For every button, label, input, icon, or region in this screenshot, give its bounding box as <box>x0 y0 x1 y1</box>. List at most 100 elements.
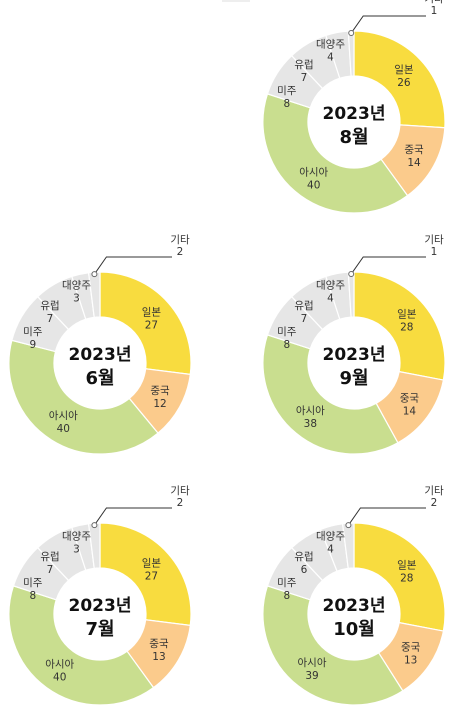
slice-name-label: 일본 <box>397 307 417 320</box>
slice-name-label: 중국 <box>404 144 424 156</box>
center-month-label: 8월 <box>339 127 368 148</box>
slice-name-label: 유럽 <box>294 299 313 312</box>
slice-name-label: 기타 <box>170 234 190 246</box>
slice-name-label: 일본 <box>142 557 162 570</box>
slice-name-label: 중국 <box>400 392 420 404</box>
center-year-label: 2023년 <box>69 596 132 616</box>
slice-value-label: 8 <box>29 590 36 602</box>
slice-value-label: 3 <box>73 293 80 305</box>
slice-name-label: 아시아 <box>45 658 74 670</box>
slice-value-label: 2 <box>431 497 438 509</box>
donut-slice <box>353 30 446 129</box>
slice-value-label: 4 <box>327 52 334 64</box>
leader-dot <box>91 271 98 278</box>
slice-value-label: 38 <box>304 418 317 430</box>
slice-name-label: 기타 <box>170 485 190 497</box>
slice-name-label: 대양주 <box>316 280 345 292</box>
slice-value-label: 27 <box>145 320 158 332</box>
slice-value-label: 28 <box>400 572 413 584</box>
slice-name-label: 일본 <box>142 306 162 319</box>
slice-name-label: 기타 <box>424 234 444 246</box>
slice-name-label: 미주 <box>277 577 297 589</box>
slice-value-label: 3 <box>73 544 80 556</box>
slice-name-label: 일본 <box>394 63 414 76</box>
slice-name-label: 유럽 <box>40 550 59 563</box>
slice-value-label: 8 <box>283 98 290 110</box>
leader-dot <box>91 522 98 529</box>
slice-name-label: 대양주 <box>316 39 345 51</box>
slice-name-label: 미주 <box>277 85 297 97</box>
slice-value-label: 14 <box>403 405 417 417</box>
leader-line <box>94 507 172 526</box>
slice-value-label: 40 <box>53 671 66 683</box>
center-month-label: 10월 <box>333 619 375 640</box>
center-year-label: 2023년 <box>323 596 386 616</box>
slice-value-label: 1 <box>431 5 438 17</box>
slice-value-label: 40 <box>307 179 320 191</box>
slice-name-label: 유럽 <box>294 58 313 71</box>
slice-value-label: 4 <box>327 293 334 305</box>
leader-line <box>348 507 426 526</box>
slice-value-label: 40 <box>57 423 70 435</box>
slice-name-label: 아시아 <box>298 657 327 669</box>
leader-line <box>350 256 426 275</box>
leader-line <box>350 15 426 34</box>
donut-slice <box>262 93 409 214</box>
slice-name-label: 미주 <box>23 577 43 589</box>
slice-value-label: 6 <box>301 564 308 576</box>
center-year-label: 2023년 <box>69 345 132 365</box>
donut-slice <box>8 585 155 706</box>
slice-name-label: 아시아 <box>299 166 328 178</box>
donut-slice <box>262 334 399 455</box>
leader-dot <box>345 522 352 529</box>
slice-value-label: 2 <box>177 246 184 258</box>
slice-name-label: 미주 <box>23 326 43 338</box>
slice-name-label: 아시아 <box>296 405 325 417</box>
leader-dot <box>348 30 355 37</box>
center-year-label: 2023년 <box>323 104 386 124</box>
slice-name-label: 아시아 <box>49 410 78 422</box>
donut-slice <box>353 522 446 632</box>
slice-value-label: 7 <box>47 564 54 576</box>
slice-value-label: 7 <box>301 313 308 325</box>
center-month-label: 7월 <box>85 619 114 640</box>
slice-name-label: 미주 <box>277 326 297 338</box>
center-month-label: 9월 <box>339 368 368 389</box>
slice-value-label: 13 <box>404 655 417 667</box>
slice-name-label: 기타 <box>424 485 444 497</box>
slice-name-label: 중국 <box>150 385 170 397</box>
slice-value-label: 12 <box>153 398 166 410</box>
slice-value-label: 9 <box>29 339 36 351</box>
slice-value-label: 28 <box>400 321 413 333</box>
slice-value-label: 1 <box>431 246 438 258</box>
slice-value-label: 39 <box>305 670 318 682</box>
slice-value-label: 8 <box>283 590 290 602</box>
donut-slice <box>99 522 192 627</box>
slice-value-label: 26 <box>397 77 411 89</box>
slice-name-label: 대양주 <box>62 531 91 543</box>
slice-value-label: 13 <box>152 651 165 663</box>
leader-dot <box>348 271 355 278</box>
slice-value-label: 2 <box>177 497 184 509</box>
slice-name-label: 일본 <box>397 558 417 571</box>
slice-name-label: 유럽 <box>294 550 313 563</box>
donut-slice <box>99 271 192 376</box>
slice-name-label: 중국 <box>401 642 421 654</box>
leader-line <box>94 256 172 275</box>
slice-name-label: 기타 <box>424 0 444 5</box>
slice-name-label: 대양주 <box>62 280 91 292</box>
slice-value-label: 4 <box>327 544 334 556</box>
donut-slice <box>262 585 404 706</box>
slice-name-label: 중국 <box>149 638 169 650</box>
slice-value-label: 7 <box>301 72 308 84</box>
center-year-label: 2023년 <box>323 345 386 365</box>
center-month-label: 6월 <box>85 368 114 389</box>
slice-value-label: 7 <box>47 313 54 325</box>
donut-slice <box>8 339 159 455</box>
slice-value-label: 14 <box>407 157 421 169</box>
